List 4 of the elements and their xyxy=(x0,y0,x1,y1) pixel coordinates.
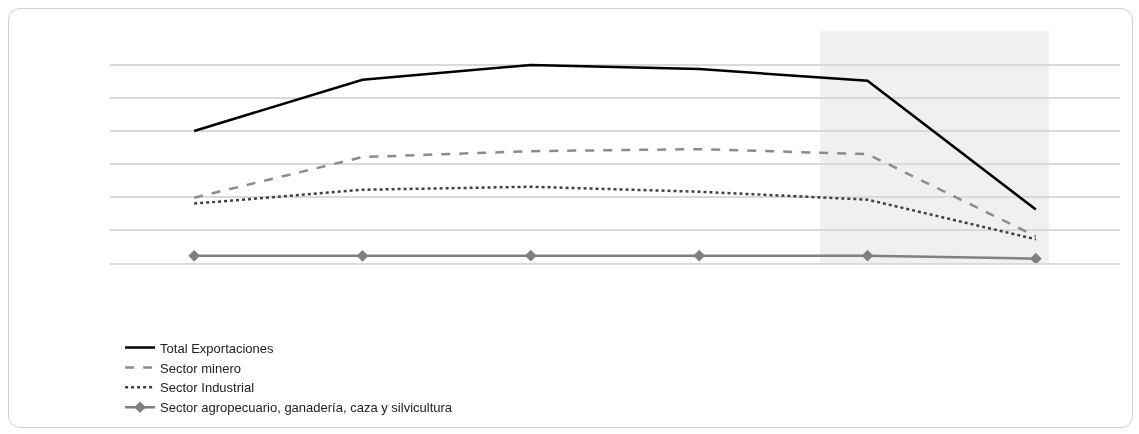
legend-label: Total Exportaciones xyxy=(160,340,275,356)
legend-label: Sector agropecuario, ganadería, caza y silvicultura xyxy=(160,400,453,416)
legend-label: Sector Industrial xyxy=(160,380,255,396)
legend-label: Sector minero xyxy=(160,360,242,376)
